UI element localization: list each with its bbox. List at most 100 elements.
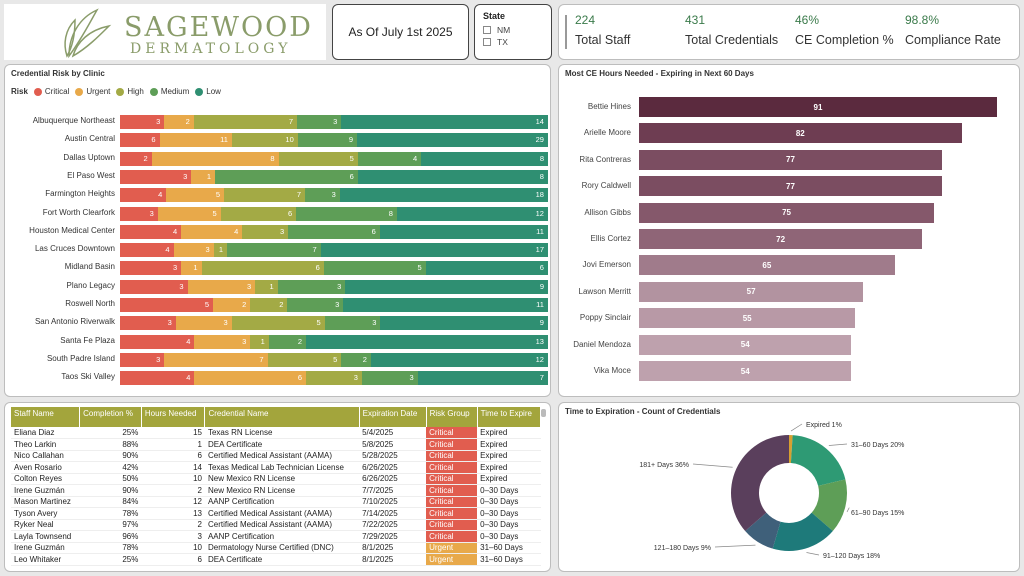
ce-bar[interactable]: 91: [639, 97, 997, 117]
checkbox-icon[interactable]: [483, 26, 491, 34]
table-row[interactable]: Irene Guzmán 78% 10 Dermatology Nurse Certi…: [11, 542, 541, 554]
risk-segment-low[interactable]: 14: [341, 115, 548, 129]
donut-slice[interactable]: [790, 435, 846, 486]
risk-segment-critical[interactable]: 3: [120, 206, 158, 221]
risk-row[interactable]: Albuquerque Northeast 3 2 7 3 14: [5, 115, 552, 129]
risk-bar[interactable]: 4 3 1 2 13: [120, 334, 548, 349]
ce-row[interactable]: Poppy Sinclair 55: [559, 308, 1021, 329]
risk-bar[interactable]: 3 1 6 5 6: [120, 261, 548, 276]
risk-segment-high[interactable]: 1: [250, 334, 269, 349]
risk-segment-critical[interactable]: 3: [120, 279, 188, 294]
risk-segment-medium[interactable]: 3: [305, 188, 340, 203]
legend-item-low[interactable]: Low: [195, 87, 221, 96]
risk-segment-low[interactable]: 9: [380, 316, 548, 331]
risk-segment-critical[interactable]: 3: [120, 115, 165, 129]
risk-segment-low[interactable]: 11: [379, 224, 548, 239]
risk-bar[interactable]: 3 3 1 3 9: [120, 279, 548, 294]
risk-row[interactable]: El Paso West 3 1 6 8: [5, 169, 552, 184]
risk-segment-urgent[interactable]: 6: [194, 371, 307, 386]
risk-segment-medium[interactable]: 3: [324, 316, 381, 331]
ce-row[interactable]: Vika Moce 54: [559, 361, 1021, 381]
risk-segment-medium[interactable]: 4: [357, 151, 422, 166]
risk-segment-high[interactable]: 3: [306, 371, 362, 386]
risk-segment-low[interactable]: 8: [421, 151, 548, 166]
risk-segment-high[interactable]: 1: [213, 243, 227, 258]
ce-bar[interactable]: 65: [639, 255, 895, 276]
risk-row[interactable]: Dallas Uptown 2 8 5 4 8: [5, 151, 552, 166]
risk-segment-low[interactable]: 8: [357, 169, 548, 184]
risk-segment-urgent[interactable]: 3: [175, 316, 232, 331]
risk-segment-urgent[interactable]: 1: [181, 261, 202, 276]
risk-segment-low[interactable]: 7: [417, 371, 548, 386]
table-row[interactable]: Aven Rosario 42% 14 Texas Medical Lab Techn…: [11, 461, 541, 474]
risk-segment-critical[interactable]: 2: [120, 151, 152, 166]
checkbox-icon[interactable]: [483, 38, 491, 46]
risk-bar[interactable]: 4 4 3 6 11: [120, 224, 548, 239]
table-row[interactable]: Tyson Avery 78% 13 Certified Medical Assist…: [11, 507, 541, 520]
ce-row[interactable]: Rita Contreras 77: [559, 149, 1021, 170]
risk-segment-critical[interactable]: 5: [120, 298, 214, 312]
risk-row[interactable]: San Antonio Riverwalk 3 3 5 3 9: [5, 316, 552, 331]
donut-slice[interactable]: [772, 512, 833, 551]
risk-segment-critical[interactable]: 6: [120, 133, 160, 148]
risk-segment-high[interactable]: 6: [220, 206, 297, 221]
risk-segment-urgent[interactable]: 7: [164, 352, 268, 367]
risk-segment-high[interactable]: 1: [255, 279, 278, 294]
risk-segment-medium[interactable]: 9: [297, 133, 358, 148]
risk-segment-urgent[interactable]: 3: [194, 334, 251, 349]
risk-row[interactable]: Houston Medical Center 4 4 3 6 11: [5, 224, 552, 239]
column-header[interactable]: Staff Name: [11, 407, 81, 427]
risk-segment-urgent[interactable]: 5: [157, 206, 221, 221]
risk-bar[interactable]: 3 3 5 3 9: [120, 316, 548, 331]
risk-segment-high[interactable]: 5: [278, 151, 358, 166]
risk-segment-medium[interactable]: 3: [277, 279, 346, 294]
risk-segment-urgent[interactable]: 8: [151, 151, 279, 166]
risk-segment-medium[interactable]: 8: [296, 206, 397, 221]
ce-row[interactable]: Bettie Hines 91: [559, 97, 1021, 117]
legend-item-medium[interactable]: Medium: [149, 87, 189, 96]
risk-segment-medium[interactable]: 7: [227, 243, 321, 258]
risk-bar[interactable]: 3 2 7 3 14: [120, 115, 548, 129]
risk-row[interactable]: Santa Fe Plaza 4 3 1 2 13: [5, 334, 552, 349]
ce-row[interactable]: Jovi Emerson 65: [559, 255, 1021, 276]
table-row[interactable]: Ryker Neal 97% 2 Certified Medical Assistan…: [11, 519, 541, 531]
table-scrollbar[interactable]: [541, 409, 546, 417]
ce-bar[interactable]: 55: [639, 308, 856, 329]
ce-bar[interactable]: 72: [639, 229, 923, 249]
risk-segment-high[interactable]: 7: [224, 188, 306, 203]
risk-row[interactable]: Austin Central 6 11 10 9 29: [5, 133, 552, 148]
risk-segment-critical[interactable]: 3: [120, 261, 182, 276]
legend-item-high[interactable]: High: [116, 87, 144, 96]
risk-segment-medium[interactable]: 6: [215, 169, 358, 184]
legend-item-urgent[interactable]: Urgent: [75, 87, 110, 96]
risk-segment-high[interactable]: 7: [193, 115, 298, 129]
risk-segment-medium[interactable]: 2: [341, 352, 371, 367]
column-header[interactable]: Credential Name: [204, 407, 360, 427]
risk-segment-critical[interactable]: 3: [120, 352, 165, 367]
risk-segment-low[interactable]: 11: [343, 298, 548, 312]
legend-item-critical[interactable]: Critical: [33, 87, 69, 96]
risk-bar[interactable]: 6 11 10 9 29: [120, 133, 548, 148]
risk-segment-high[interactable]: 3: [242, 224, 289, 239]
risk-segment-medium[interactable]: 5: [323, 261, 426, 276]
ce-bar[interactable]: 82: [639, 123, 962, 144]
risk-segment-critical[interactable]: 3: [120, 169, 192, 184]
table-row[interactable]: Layla Townsend 96% 3 AANP Certification 7/29…: [11, 530, 541, 543]
table-row[interactable]: Colton Reyes 50% 10 New Mexico RN License 6/…: [11, 473, 541, 485]
risk-segment-high[interactable]: 5: [267, 352, 342, 367]
risk-row[interactable]: South Padre Island 3 7 5 2 12: [5, 352, 552, 367]
column-header[interactable]: Expiration Date: [359, 407, 427, 427]
risk-bar[interactable]: 5 2 2 3 11: [120, 298, 548, 312]
risk-segment-urgent[interactable]: 3: [187, 279, 256, 294]
ce-row[interactable]: Rory Caldwell 77: [559, 176, 1021, 197]
risk-segment-critical[interactable]: 4: [120, 188, 167, 203]
risk-segment-urgent[interactable]: 4: [181, 224, 243, 239]
risk-segment-low[interactable]: 9: [345, 279, 548, 294]
risk-segment-low[interactable]: 12: [396, 206, 548, 221]
risk-segment-urgent[interactable]: 3: [173, 243, 214, 258]
table-row[interactable]: Mason Martinez 84% 12 AANP Certification 7/1…: [11, 496, 541, 508]
risk-segment-urgent[interactable]: 1: [191, 169, 216, 184]
risk-bar[interactable]: 4 5 7 3 18: [120, 188, 548, 203]
risk-segment-critical[interactable]: 4: [120, 243, 174, 258]
risk-segment-low[interactable]: 12: [370, 352, 548, 367]
